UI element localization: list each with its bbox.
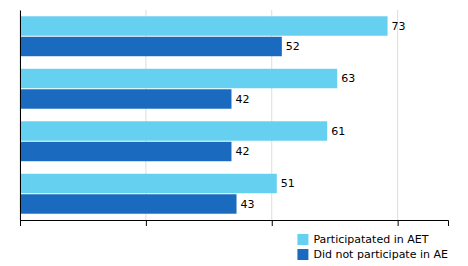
bar <box>20 174 277 193</box>
bar <box>20 69 337 88</box>
legend-label: Did not participate in AE <box>313 248 448 261</box>
series <box>20 16 388 193</box>
data-label: 52 <box>286 40 300 53</box>
tick <box>272 220 273 226</box>
data-label: 42 <box>235 145 249 158</box>
data-label: 73 <box>392 20 406 33</box>
tick-mark <box>398 220 399 226</box>
legend-item: Did not participate in AE <box>297 248 448 261</box>
legend-swatch <box>297 249 308 260</box>
tick-mark <box>272 220 273 226</box>
bar <box>20 121 327 140</box>
legend: Participatated in AET Did not participate… <box>297 233 448 261</box>
data-label: 43 <box>241 198 255 211</box>
grid <box>20 10 398 220</box>
legend-item: Participatated in AET <box>297 233 428 246</box>
x-axis <box>21 220 449 226</box>
bar <box>20 37 282 56</box>
bar <box>20 194 237 213</box>
tick <box>20 220 21 226</box>
axis-line <box>20 11 21 221</box>
bar <box>20 16 388 35</box>
tick-mark <box>146 220 147 226</box>
data-label: 51 <box>281 177 295 190</box>
axis-line <box>21 221 449 227</box>
legend-label: Participatated in AET <box>313 233 428 246</box>
data-labels: 73 63 61 51 52 42 42 43 <box>235 20 405 211</box>
bar <box>20 142 231 161</box>
plot: 73 63 61 51 52 42 42 43 <box>20 10 449 226</box>
bar <box>20 89 231 108</box>
tick <box>146 220 147 226</box>
grid-line <box>397 10 398 220</box>
y-axis <box>20 11 22 221</box>
bars <box>20 16 388 213</box>
chart: 73 63 61 51 52 42 42 43 Participatated in AET Did… <box>0 0 468 266</box>
legend-swatch <box>297 234 308 245</box>
series <box>20 37 282 214</box>
data-label: 63 <box>341 72 355 85</box>
tick-mark <box>20 220 21 226</box>
data-label: 61 <box>331 125 345 138</box>
data-label: 42 <box>235 93 249 106</box>
tick <box>398 220 399 226</box>
grid-line <box>20 10 21 220</box>
